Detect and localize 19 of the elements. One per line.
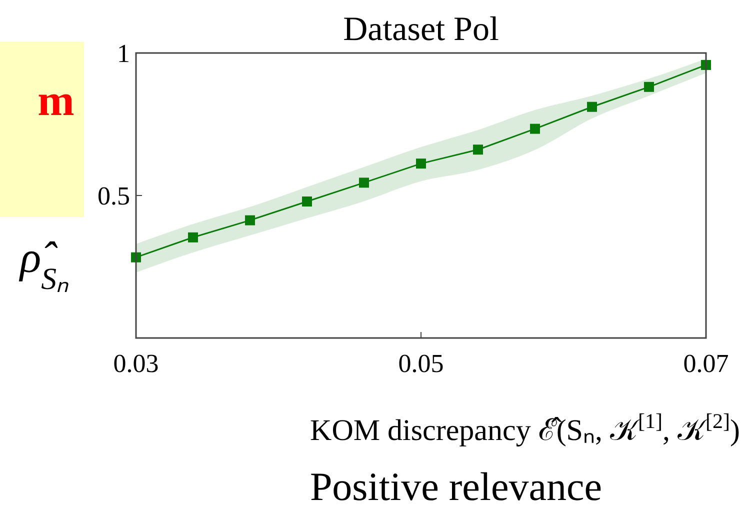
point bbox=[416, 158, 426, 169]
point bbox=[473, 144, 483, 155]
y-tick-label: 0.5 bbox=[98, 182, 130, 210]
point bbox=[302, 196, 312, 206]
chart-title: Dataset Pol bbox=[343, 11, 499, 48]
point bbox=[587, 102, 597, 112]
text: Positive relevance bbox=[310, 464, 602, 509]
x-axis-title: KOM discrepancy ℰ̂(Sₙ, 𝒦$^{[1]}$, 𝒦$^{[2]}$) bbox=[310, 409, 740, 447]
x-tick-label: 0.03 bbox=[113, 349, 159, 378]
y-tick-label: 1 bbox=[117, 39, 130, 68]
text: m bbox=[38, 76, 74, 125]
point bbox=[245, 215, 255, 226]
point bbox=[530, 124, 540, 134]
x-tick-label: 0.07 bbox=[683, 349, 729, 378]
point bbox=[644, 82, 654, 92]
point bbox=[359, 178, 369, 188]
x-tick-label: 0.05 bbox=[398, 349, 444, 378]
point bbox=[188, 232, 198, 242]
y-axis-title: ρ̂$_{Sₙ}$ bbox=[18, 233, 70, 296]
